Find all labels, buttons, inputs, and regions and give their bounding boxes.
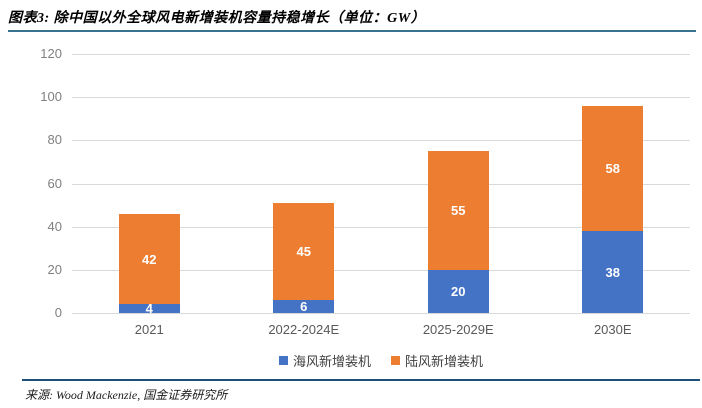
data-label: 4 — [145, 301, 153, 317]
y-tick-label: 80 — [47, 132, 62, 148]
title-divider-rule — [8, 30, 696, 32]
legend-item-海风新增装机: 海风新增装机 — [278, 351, 371, 370]
stacked-bar-2030E: 38 58 — [582, 105, 644, 313]
legend-swatch-icon — [278, 356, 288, 365]
gridline — [72, 269, 690, 271]
gridline — [72, 54, 690, 55]
bar-segment-陆风新增装机-2021: 42 — [118, 213, 180, 305]
footer-divider-rule — [22, 379, 700, 381]
bar-cell-2022-2024E: 6 45 — [227, 54, 382, 313]
gridline — [72, 140, 690, 142]
data-label: 6 — [300, 299, 308, 314]
legend-label: 海风新增装机 — [292, 354, 371, 369]
x-tick-label: 2030E — [593, 322, 632, 337]
chart-legend: 海风新增装机 陆风新增装机 — [72, 351, 690, 370]
data-label: 55 — [451, 202, 466, 218]
stacked-bar-2021: 4 42 — [118, 213, 180, 317]
data-label: 45 — [296, 243, 311, 259]
x-axis: 2021 2022-2024E 2025-2029E 2030E — [72, 322, 690, 337]
bar-segment-陆风新增装机-2025-2029E: 55 — [427, 151, 489, 270]
bar-segment-陆风新增装机-2022-2024E: 45 — [273, 202, 335, 300]
gridline — [72, 226, 690, 228]
bar-segment-陆风新增装机-2030E: 58 — [582, 105, 644, 231]
x-tick-label: 2025-2029E — [422, 322, 494, 337]
y-tick-label: 20 — [47, 261, 62, 277]
bar-segment-海风新增装机-2030E: 38 — [582, 231, 644, 313]
data-label: 58 — [605, 160, 620, 176]
bar-cell-2021: 4 42 — [72, 54, 227, 317]
data-label: 38 — [605, 264, 620, 280]
x-tick-label: 2021 — [134, 322, 164, 337]
stacked-bar-2025-2029E: 20 55 — [427, 151, 489, 313]
legend-label: 陆风新增装机 — [405, 354, 484, 369]
legend-item-陆风新增装机: 陆风新增装机 — [391, 351, 483, 370]
bar-segment-海风新增装机-2022-2024E: 6 — [273, 299, 335, 314]
data-label: 42 — [142, 251, 157, 267]
stacked-bar-2022-2024E: 6 45 — [273, 202, 335, 314]
y-tick-label: 100 — [40, 89, 62, 105]
bar-segment-海风新增装机-2025-2029E: 20 — [427, 269, 489, 313]
plot-area: 4 42 6 45 20 55 38 58 — [72, 54, 691, 317]
y-tick-label: 60 — [47, 175, 62, 191]
gridline — [72, 313, 690, 314]
x-tick-label: 2022-2024E — [268, 322, 340, 337]
gridline — [72, 97, 690, 99]
chart-title: 图表3: 除中国以外全球风电新增装机容量持稳增长（单位：GW） — [8, 11, 426, 26]
y-tick-label: 120 — [40, 46, 62, 61]
legend-swatch-icon — [391, 356, 400, 365]
source-note: 来源: Wood Mackenzie, 国金证券研究所 — [25, 388, 228, 402]
bar-cell-2030E: 38 58 — [536, 54, 691, 313]
data-label: 20 — [451, 283, 466, 299]
bar-series-container: 4 42 6 45 20 55 38 58 — [72, 54, 691, 317]
bar-cell-2025-2029E: 20 55 — [381, 54, 536, 313]
gridline — [72, 183, 690, 185]
bar-segment-海风新增装机-2021: 4 — [118, 301, 180, 317]
y-tick-label: 0 — [54, 305, 62, 320]
y-tick-label: 40 — [47, 218, 62, 234]
